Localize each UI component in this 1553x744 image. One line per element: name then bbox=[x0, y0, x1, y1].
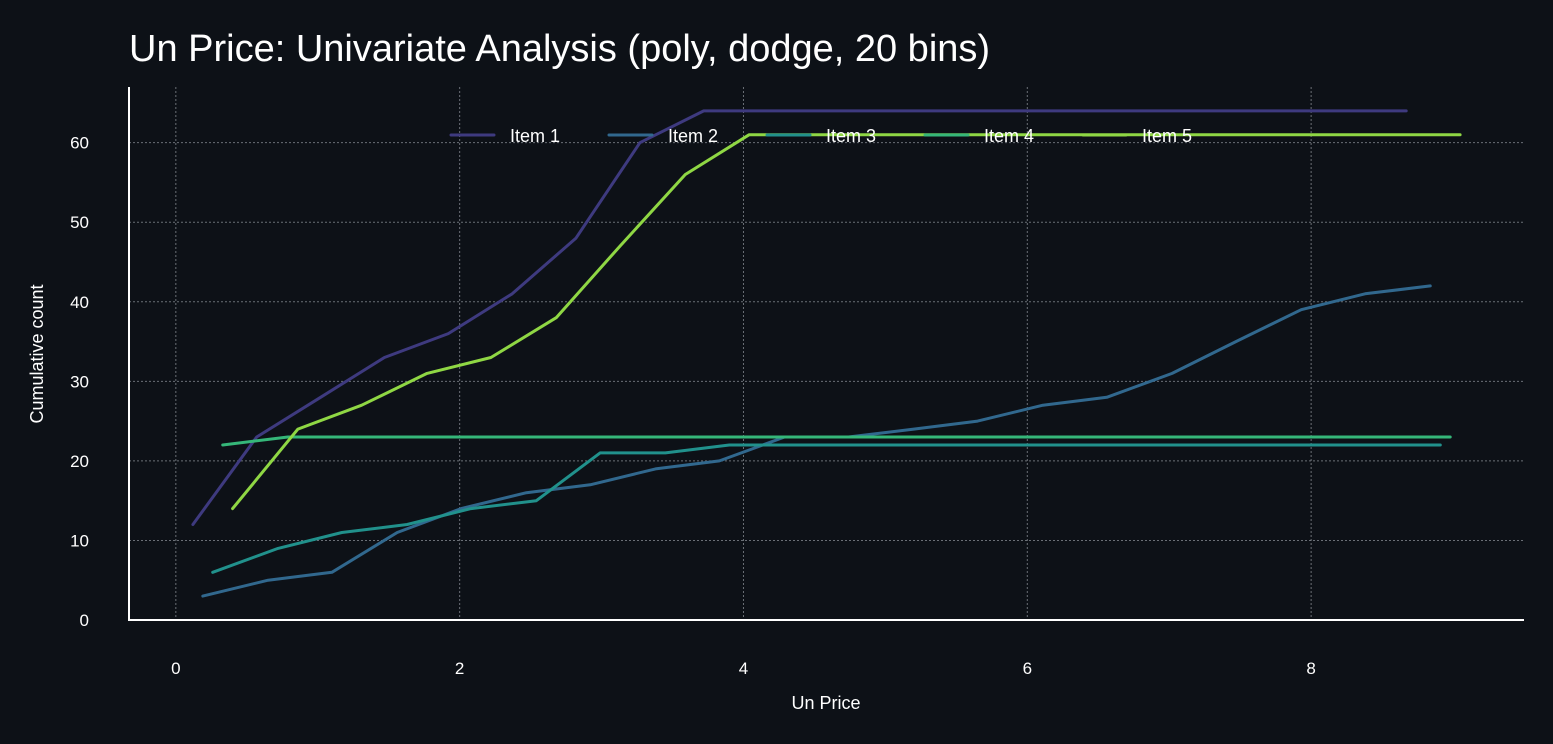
chart-title: Un Price: Univariate Analysis (poly, dod… bbox=[129, 28, 990, 70]
grid-lines bbox=[129, 87, 1524, 620]
series-line bbox=[221, 435, 1452, 447]
y-tick-label: 60 bbox=[70, 134, 89, 153]
x-tick-label: 6 bbox=[1023, 659, 1032, 678]
y-tick-label: 20 bbox=[70, 452, 89, 471]
y-axis-label: Cumulative count bbox=[27, 284, 47, 423]
series-line bbox=[231, 133, 1462, 511]
legend: Item 1 Item 2 Item 3 Item 4 Item 5 bbox=[449, 126, 1192, 146]
y-tick-label: 40 bbox=[70, 293, 89, 312]
y-tick-label: 30 bbox=[70, 372, 89, 391]
y-tick-label: 0 bbox=[80, 611, 89, 630]
legend-label: Item 5 bbox=[1142, 126, 1192, 146]
legend-label: Item 3 bbox=[826, 126, 876, 146]
x-axis-label: Un Price bbox=[791, 693, 860, 713]
y-tick-labels: 0 10 20 30 40 50 60 bbox=[70, 134, 89, 630]
x-tick-label: 0 bbox=[171, 659, 180, 678]
x-tick-label: 2 bbox=[455, 659, 464, 678]
axes bbox=[128, 87, 1524, 621]
legend-label: Item 2 bbox=[668, 126, 718, 146]
legend-label: Item 1 bbox=[510, 126, 560, 146]
y-tick-label: 10 bbox=[70, 531, 89, 550]
series-line bbox=[191, 109, 1408, 526]
x-tick-label: 8 bbox=[1306, 659, 1315, 678]
y-tick-label: 50 bbox=[70, 213, 89, 232]
legend-label: Item 4 bbox=[984, 126, 1034, 146]
series-layer bbox=[191, 109, 1462, 598]
x-tick-label: 4 bbox=[739, 659, 748, 678]
x-tick-labels: 0 2 4 6 8 bbox=[171, 659, 1316, 678]
series-line bbox=[201, 284, 1432, 598]
series-line bbox=[211, 443, 1442, 574]
